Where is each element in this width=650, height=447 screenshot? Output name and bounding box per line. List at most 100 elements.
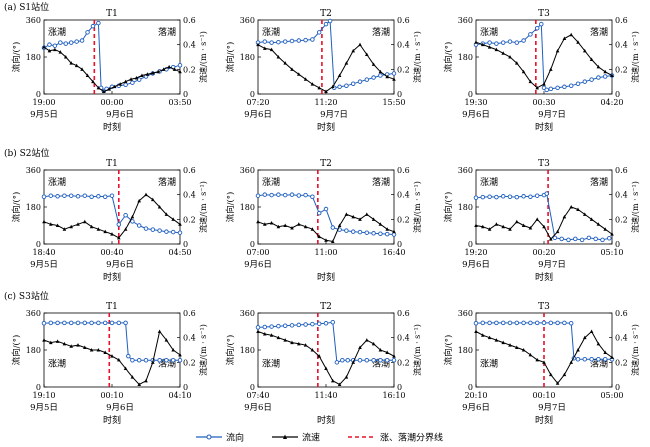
direction-point [164, 229, 169, 234]
direction-point [378, 231, 383, 236]
speed-point [263, 331, 267, 336]
right-tick-label: 0 [615, 90, 620, 99]
direction-point [262, 39, 268, 44]
speed-point [610, 232, 614, 236]
x-tick-label: 00:10 [100, 391, 123, 400]
speed-point [269, 221, 274, 225]
speed-point [555, 381, 560, 385]
ylabel-left: 流向/(°) [225, 42, 236, 73]
speed-point [290, 67, 294, 71]
speed-point [134, 75, 139, 80]
speed-point [528, 352, 533, 357]
left-tick-label: 180 [26, 203, 41, 212]
speed-point [290, 340, 294, 345]
direction-point [487, 40, 492, 45]
speed-point [521, 348, 526, 352]
speed-point [583, 48, 587, 53]
direction-point [55, 194, 60, 199]
direction-point [514, 194, 520, 200]
direction-point [378, 73, 383, 78]
tide-label-flood: 涨潮 [262, 26, 280, 38]
direction-point [157, 358, 162, 363]
speed-point [118, 82, 122, 86]
direction-point [269, 324, 274, 329]
direction-point [544, 191, 549, 196]
direction-point [109, 193, 115, 198]
direction-point [593, 236, 598, 242]
speed-point [269, 47, 274, 52]
left-tick-label: 180 [240, 346, 255, 355]
speed-point [501, 340, 505, 345]
speed-point [385, 350, 389, 354]
direction-point [596, 75, 601, 80]
direction-point [89, 320, 94, 326]
direction-point [310, 37, 315, 42]
direction-point [52, 43, 58, 48]
speed-point [487, 227, 492, 231]
direction-point [323, 21, 329, 27]
direction-point [514, 40, 520, 45]
speed-point [351, 48, 355, 53]
left-tick-label: 360 [458, 309, 473, 318]
direction-point [507, 194, 513, 199]
speed-point [140, 73, 144, 77]
direction-point [600, 237, 605, 243]
speed-point [378, 348, 383, 352]
direction-point [269, 192, 274, 198]
speed-point [549, 372, 553, 377]
speed-point [276, 55, 281, 59]
xlabel: 时刻 [535, 271, 553, 283]
direction-point [96, 320, 101, 326]
speed-point [603, 227, 607, 231]
speed-point [76, 222, 80, 226]
speed-point [337, 223, 342, 227]
speed-point [494, 47, 499, 52]
direction-point [500, 194, 506, 199]
left-tick-label: 0 [468, 383, 473, 392]
speed-point [69, 61, 73, 65]
speed-point [562, 372, 567, 377]
direction-point [79, 38, 85, 43]
speed-point [171, 217, 175, 221]
speed-point [137, 198, 141, 203]
tide-label-flood: 涨潮 [48, 176, 66, 188]
direction-point [579, 237, 585, 243]
direction-point [357, 229, 363, 235]
speed-point [331, 378, 335, 383]
speed-point [156, 69, 161, 74]
left-tick-label: 0 [250, 90, 255, 99]
direction-point [494, 194, 499, 200]
speed-point [596, 341, 601, 346]
speed-point [49, 340, 53, 345]
right-tick-label: 0.2 [183, 65, 196, 74]
direction-point [548, 320, 554, 326]
direction-point [514, 320, 520, 326]
speed-point [576, 207, 580, 211]
direction-point [500, 40, 506, 45]
speed-point [535, 357, 539, 362]
speed-point [283, 338, 287, 342]
direction-point [602, 74, 608, 79]
panel-c-T2: T2 0 180 360 0 0.2 0.4 0.6 流向/(°) 流速/(m · s⁻¹) 07:… [225, 302, 422, 426]
ylabel-right: 流速/(m · s⁻¹) [412, 324, 422, 376]
ylabel-right: 流速/(m · s⁻¹) [412, 31, 422, 83]
speed-point [528, 79, 533, 84]
left-tick-label: 0 [36, 90, 41, 99]
direction-point [555, 85, 560, 91]
direction-point [89, 194, 94, 199]
speed-point [371, 217, 376, 221]
right-tick-label: 0.6 [183, 166, 196, 175]
speed-point [481, 224, 485, 229]
speed-point [290, 225, 294, 230]
speed-point [562, 36, 567, 40]
speed-point [112, 84, 117, 89]
xlabel: 时刻 [535, 414, 553, 426]
speed-point [324, 238, 328, 242]
speed-point [392, 229, 396, 234]
panel-b-T1: T1 0 180 360 0 0.2 0.4 0.6 流向/(°) 流速/(m · s⁻¹) 18:… [11, 159, 208, 283]
ylabel-right: 流速/(m · s⁻¹) [630, 181, 640, 233]
speed-point [337, 382, 342, 387]
speed-point [256, 42, 260, 47]
direction-point [316, 30, 322, 35]
date-label: 9月6日 [462, 403, 490, 413]
